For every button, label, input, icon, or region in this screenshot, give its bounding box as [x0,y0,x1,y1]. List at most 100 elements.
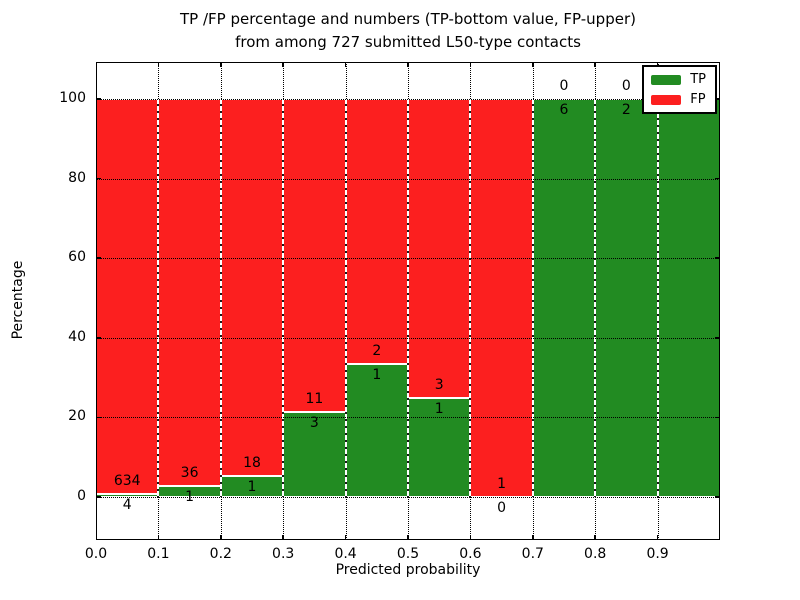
y-axis-tick [96,257,101,259]
v-gridline [656,99,659,497]
tp-count-label: 3 [309,414,319,431]
h-gridline [96,258,720,260]
v-gridline-bottom [283,497,285,540]
y-axis-tick [96,496,101,498]
y-axis-tick [715,98,720,100]
v-gridline-top [408,62,409,99]
x-axis-tick [157,62,160,67]
x-tick-label: 0.5 [396,546,420,562]
tp-bar-segment [657,99,720,497]
x-axis-tick [344,535,347,540]
chart-title-line2: from among 727 submitted L50-type contac… [235,33,581,51]
tp-legend-label: TP [690,72,706,87]
tp-legend-swatch [651,74,682,85]
v-gridline [282,99,285,497]
fp-bar-segment [96,99,159,495]
y-tick-label: 40 [68,328,86,345]
v-gridline-top [532,62,534,99]
v-gridline [531,99,534,497]
chart-title: TP /FP percentage and numbers (TP-bottom… [96,8,720,54]
v-gridline-top [470,62,472,99]
tp-bar-segment [345,364,408,497]
v-gridline-bottom [470,497,472,540]
x-axis-tick [157,535,160,540]
tp-count-label: 6 [559,102,569,118]
y-axis-label: Percentage [10,260,26,340]
y-axis-tick [96,416,101,419]
y-tick-label: 100 [59,90,86,106]
x-axis-tick [532,535,534,540]
v-gridline [407,99,409,497]
v-gridline [594,99,597,497]
h-gridline [96,178,720,180]
fp-bar-segment [283,99,346,412]
tp-bar-segment [532,99,596,497]
h-gridline [96,497,720,498]
legend: TP FP [642,65,717,114]
y-axis-tick [96,98,101,100]
x-axis-tick [407,535,409,540]
y-axis-tick [96,337,101,339]
x-axis-tick [220,62,222,67]
x-tick-label: 0.8 [584,546,607,562]
v-gridline-bottom [408,497,409,540]
v-gridline-bottom [158,497,160,540]
x-axis-tick [220,535,222,540]
h-gridline [96,417,720,419]
fp-bar-segment [158,99,221,487]
v-gridline-bottom [532,497,534,540]
x-tick-label: 0.2 [209,546,232,562]
fp-bar-segment [345,99,408,365]
v-gridline-bottom [657,497,659,540]
fp-legend-swatch [651,94,682,105]
tp-count-label: 1 [185,489,195,506]
plot-area: TP FP 6344361181113213110060203 [96,62,720,540]
fp-count-label: 634 [113,473,141,490]
v-gridline-bottom [220,497,222,540]
tp-count-label: 2 [621,102,631,118]
x-tick-label: 0.3 [272,546,295,562]
v-gridline [219,99,222,497]
x-tick-label: 0.1 [147,546,170,562]
fp-count-label: 11 [305,390,324,407]
v-gridline-bottom [595,497,597,540]
x-tick-label: 0.4 [334,546,357,562]
fp-bar-segment [470,99,533,497]
fp-bar-segment [220,99,284,477]
legend-item-tp: TP [651,73,706,86]
x-axis-tick [532,62,534,67]
legend-item-fp: FP [651,93,706,106]
x-tick-label: 0.7 [521,546,544,562]
y-axis-tick [715,416,720,419]
v-gridline [157,99,160,497]
tp-count-label: 1 [372,367,382,384]
x-tick-label: 0.9 [646,546,669,562]
h-gridline [96,99,720,100]
h-gridline [96,337,720,339]
v-gridline-top [595,62,597,99]
y-tick-label: 80 [68,169,86,186]
chart-title-line1: TP /FP percentage and numbers (TP-bottom… [180,10,636,28]
v-gridline-top [345,62,347,99]
fp-count-label: 18 [243,455,261,472]
y-axis-tick [715,496,720,498]
v-gridline-top [158,62,160,99]
tp-bar-segment [595,99,658,497]
tp-count-label: 4 [122,497,132,514]
x-axis-label: Predicted probability [335,562,481,578]
x-tick-label: 0.0 [84,546,108,562]
x-axis-tick [656,62,659,67]
tp-count-label: 0 [497,500,507,516]
fp-count-label: 0 [559,78,569,94]
y-tick-label: 60 [68,249,86,266]
v-gridline-top [220,62,222,99]
tp-count-label: 1 [434,400,444,417]
v-gridline [469,99,472,497]
x-axis-tick [282,62,284,67]
fp-legend-label: FP [690,92,706,107]
fp-count-label: 1 [497,476,507,492]
fp-count-label: 2 [372,343,382,360]
y-axis-tick [96,177,101,180]
x-axis-tick [344,62,347,67]
